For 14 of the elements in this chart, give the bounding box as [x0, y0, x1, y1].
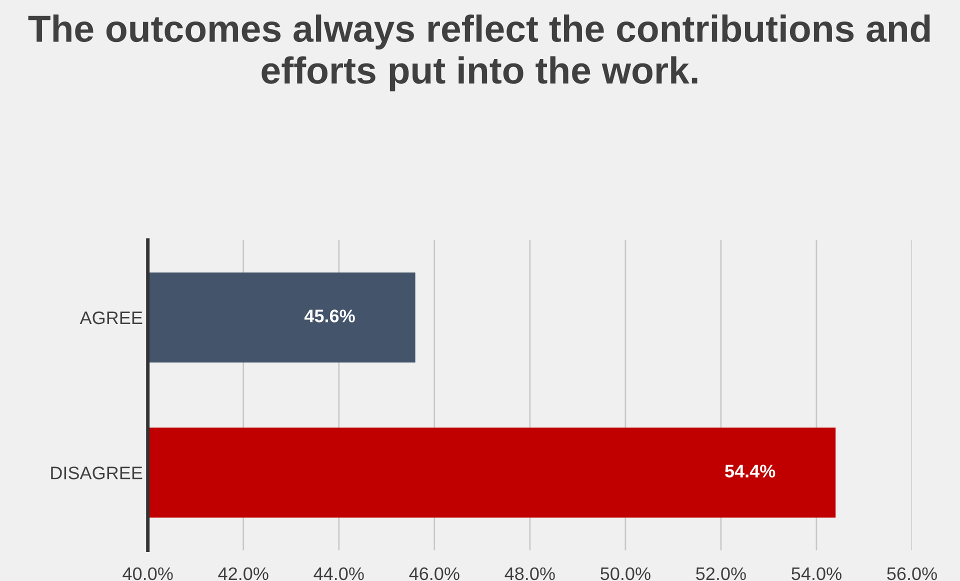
x-tick-label: 50.0% — [600, 567, 650, 580]
y-tick-label: AGREE — [80, 311, 142, 324]
x-tick-label: 42.0% — [218, 567, 268, 580]
x-tick-label: 46.0% — [409, 567, 460, 580]
chart-title: The outcomes always reflect the contributions and efforts put into the work. — [28, 14, 930, 92]
x-tick-label: 52.0% — [696, 567, 746, 580]
x-tick-label: 54.0% — [792, 567, 842, 580]
x-tick-label: 56.0% — [887, 567, 937, 580]
data-label: 54.4% — [725, 464, 776, 478]
data-label: 45.6% — [304, 310, 355, 322]
y-tick-label: DISAGREE — [51, 466, 142, 480]
x-tick-label: 48.0% — [504, 567, 555, 580]
x-tick-label: 44.0% — [314, 567, 364, 580]
x-tick-label: 40.0% — [122, 567, 173, 580]
